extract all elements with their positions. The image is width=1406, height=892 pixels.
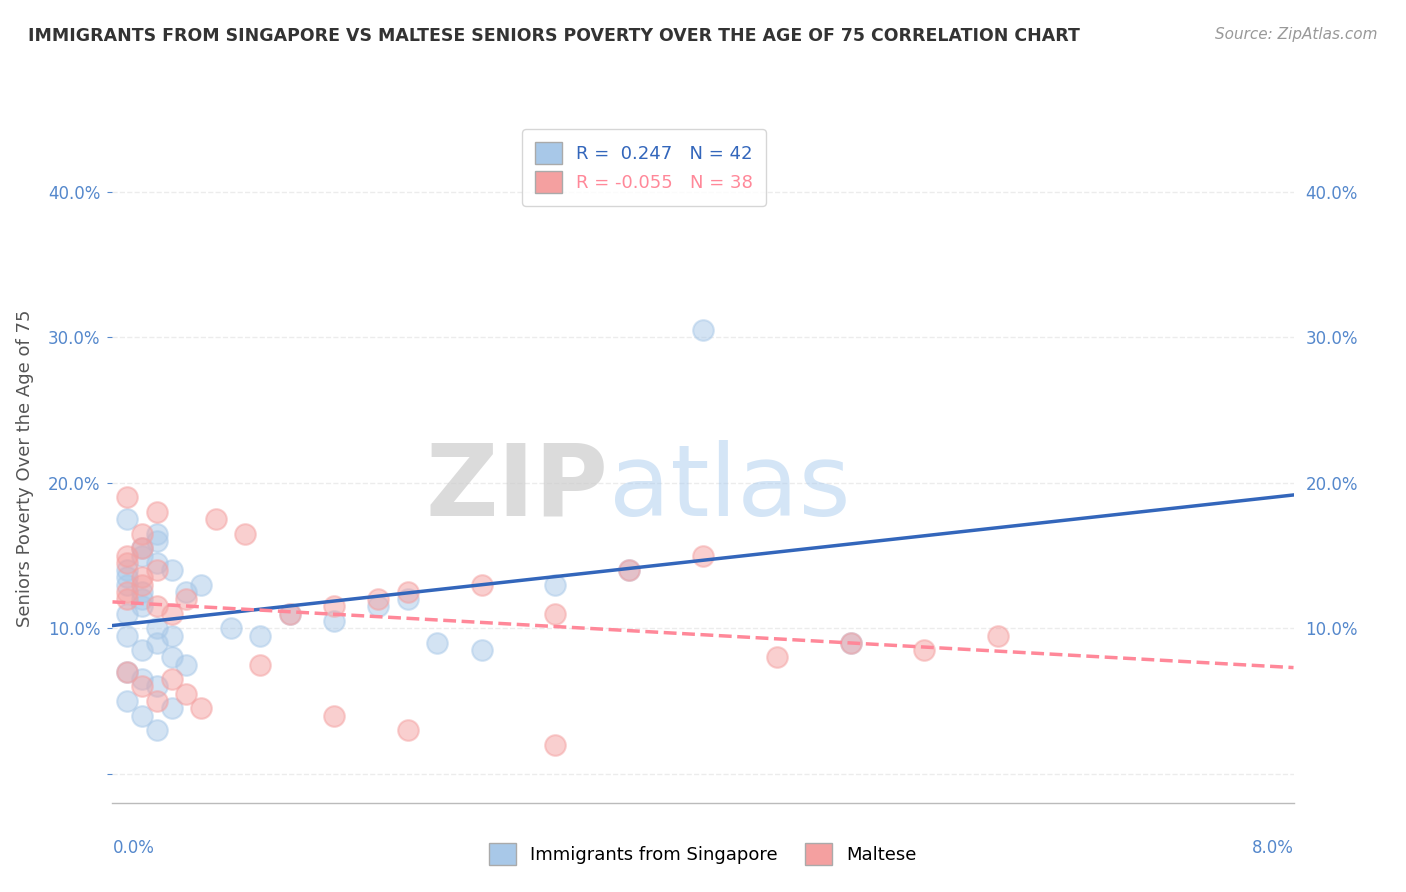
Point xyxy=(146,534,169,549)
Text: atlas: atlas xyxy=(609,440,851,537)
Point xyxy=(914,643,936,657)
Point xyxy=(765,650,787,665)
Point xyxy=(205,512,228,526)
Point xyxy=(117,556,138,570)
Point xyxy=(117,570,138,584)
Point xyxy=(471,643,494,657)
Point xyxy=(160,650,183,665)
Point xyxy=(619,563,641,577)
Legend: R =  0.247   N = 42, R = -0.055   N = 38: R = 0.247 N = 42, R = -0.055 N = 38 xyxy=(522,129,766,206)
Point xyxy=(174,585,197,599)
Point xyxy=(278,607,301,621)
Point xyxy=(544,607,567,621)
Point xyxy=(146,526,169,541)
Point xyxy=(131,526,153,541)
Point xyxy=(117,694,138,708)
Point xyxy=(131,672,153,686)
Point xyxy=(692,549,714,563)
Point xyxy=(131,643,153,657)
Point xyxy=(117,665,138,679)
Point xyxy=(426,636,449,650)
Point xyxy=(367,599,389,614)
Point xyxy=(396,585,419,599)
Point xyxy=(117,665,138,679)
Point xyxy=(323,614,346,628)
Point xyxy=(160,672,183,686)
Point xyxy=(117,592,138,607)
Point xyxy=(219,621,242,635)
Point xyxy=(839,636,862,650)
Point xyxy=(190,701,212,715)
Point xyxy=(131,592,153,607)
Point xyxy=(160,563,183,577)
Point xyxy=(131,577,153,591)
Point xyxy=(117,491,138,505)
Point xyxy=(146,680,169,694)
Point xyxy=(367,592,389,607)
Point xyxy=(146,599,169,614)
Point xyxy=(249,628,271,642)
Point xyxy=(278,607,301,621)
Point xyxy=(117,607,138,621)
Point xyxy=(323,708,346,723)
Point xyxy=(146,694,169,708)
Point xyxy=(117,549,138,563)
Point xyxy=(249,657,271,672)
Point xyxy=(396,723,419,737)
Point xyxy=(160,701,183,715)
Point xyxy=(233,526,256,541)
Point xyxy=(146,636,169,650)
Point xyxy=(131,708,153,723)
Point xyxy=(146,621,169,635)
Point xyxy=(544,577,567,591)
Point xyxy=(117,563,138,577)
Text: 0.0%: 0.0% xyxy=(112,839,155,857)
Point xyxy=(323,599,346,614)
Point xyxy=(174,657,197,672)
Y-axis label: Seniors Poverty Over the Age of 75: Seniors Poverty Over the Age of 75 xyxy=(17,310,34,627)
Point xyxy=(131,680,153,694)
Point xyxy=(160,628,183,642)
Text: 8.0%: 8.0% xyxy=(1251,839,1294,857)
Point xyxy=(471,577,494,591)
Point xyxy=(619,563,641,577)
Point xyxy=(146,723,169,737)
Point xyxy=(146,505,169,519)
Point xyxy=(146,556,169,570)
Point xyxy=(131,570,153,584)
Text: Source: ZipAtlas.com: Source: ZipAtlas.com xyxy=(1215,27,1378,42)
Point xyxy=(131,599,153,614)
Point xyxy=(117,577,138,591)
Point xyxy=(174,592,197,607)
Point xyxy=(544,738,567,752)
Point xyxy=(117,512,138,526)
Point xyxy=(396,592,419,607)
Point xyxy=(839,636,862,650)
Point xyxy=(131,585,153,599)
Point xyxy=(190,577,212,591)
Text: ZIP: ZIP xyxy=(426,440,609,537)
Point xyxy=(160,607,183,621)
Point xyxy=(131,541,153,556)
Point xyxy=(117,628,138,642)
Point xyxy=(117,585,138,599)
Legend: Immigrants from Singapore, Maltese: Immigrants from Singapore, Maltese xyxy=(479,834,927,874)
Text: IMMIGRANTS FROM SINGAPORE VS MALTESE SENIORS POVERTY OVER THE AGE OF 75 CORRELAT: IMMIGRANTS FROM SINGAPORE VS MALTESE SEN… xyxy=(28,27,1080,45)
Point xyxy=(174,687,197,701)
Point xyxy=(692,323,714,337)
Point xyxy=(146,563,169,577)
Point xyxy=(131,541,153,556)
Point xyxy=(131,549,153,563)
Point xyxy=(987,628,1010,642)
